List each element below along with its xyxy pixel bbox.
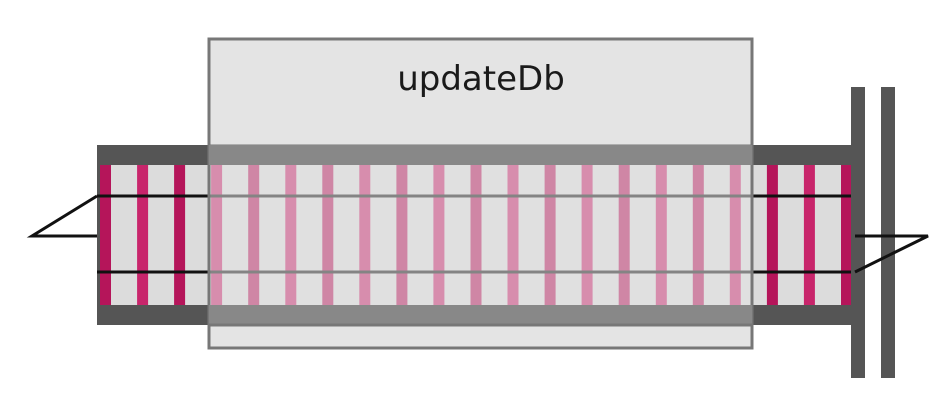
railroad-tie	[803, 165, 815, 305]
box-bed-bottom	[209, 305, 752, 325]
railroad-tie	[174, 165, 186, 305]
railroad-tie	[100, 165, 111, 305]
right-switch-lines	[854, 234, 929, 274]
box-bottom-strip	[207, 323, 754, 350]
box-bed-top	[209, 145, 752, 165]
buffer-post-left	[851, 87, 865, 378]
function-label: updateDb	[397, 59, 565, 99]
function-box-header	[207, 37, 754, 148]
railroad-tie	[766, 165, 778, 305]
left-switch-lines	[26, 194, 98, 238]
railroad-tie	[137, 165, 149, 305]
railroad-tie	[841, 165, 852, 305]
buffer-post-right	[881, 87, 895, 378]
